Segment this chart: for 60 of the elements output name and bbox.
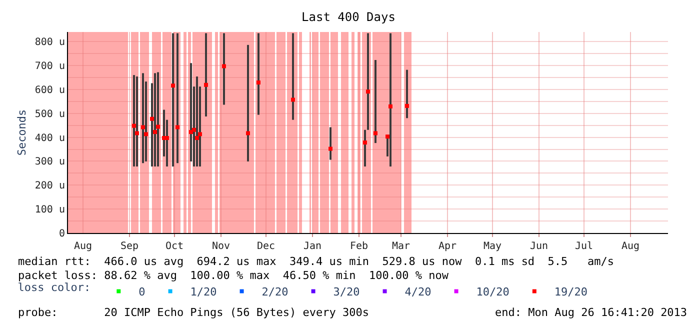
point [198,132,202,136]
x-tick-label: May [483,241,502,252]
point [195,136,199,140]
point [405,104,409,108]
y-tick-label: 500 u [34,108,65,120]
text: end: Mon Aug 26 16:41:20 2013 [495,306,688,319]
x-tick-label: Mar [392,241,410,252]
legend-label: 0 [138,286,146,299]
x-tick-label: Jul [574,241,594,252]
x-tick-label: Sep [120,241,139,252]
text: packet loss: 88.62 % avg 100.00 % max 46.50 % min 100.00 % now [18,269,449,282]
x-tick-label: Aug [621,241,640,252]
point [141,125,145,130]
point [192,128,196,132]
y-tick-label: 700 u [34,61,65,72]
point [328,146,332,151]
x-tick-label: Aug [74,241,92,252]
point [366,90,370,94]
y-tick-label: 200 u [34,180,65,192]
legend-label: 1/20 [190,286,217,299]
point [374,131,378,136]
y-tick-label: 600 u [34,84,65,96]
legend-label: 10/20 [476,286,510,299]
legend-label: 2/20 [262,286,288,299]
legend-label: 3/20 [333,286,360,299]
point [176,125,180,130]
point [153,130,157,134]
chart-title: Last 400 Days [302,10,396,24]
point [204,82,208,87]
x-tick-label: Apr [438,241,457,252]
point [256,80,260,84]
x-tick-label: Jun [530,241,548,252]
point [386,134,390,139]
point [246,131,250,136]
y-tick-label: 300 u [34,156,65,168]
x-tick-label: Oct [165,241,184,252]
x-tick-label: Feb [350,241,368,252]
point [150,116,154,121]
point [132,124,136,128]
y-tick-label: 800 u [34,37,65,48]
point [156,124,160,129]
point [291,98,295,102]
y-axis-title: Seconds [16,109,29,156]
legend-label: 19/20 [554,286,588,299]
y-tick-label: 400 u [34,132,65,144]
point [363,140,367,145]
x-tick-label: Jan [303,241,322,252]
legend-label: 4/20 [404,286,432,299]
x-tick-label: Dec [256,241,276,252]
text: probe: 20 ICMP Echo Pings (56 Bytes) every 300s [18,306,369,319]
point [222,64,226,68]
point [388,104,392,108]
point [135,131,139,136]
point [171,84,175,88]
legend-title: loss color: [18,281,91,294]
y-tick-label: 100 u [34,204,65,216]
point [144,132,148,136]
x-tick-label: Nov [212,241,230,252]
y-tick-label: 0 [58,228,65,240]
text: median rtt: 466.0 us avg 694.2 us max 349.4 us min 529.8 us now 0.1 ms sd 5.5 am/s [18,255,614,268]
